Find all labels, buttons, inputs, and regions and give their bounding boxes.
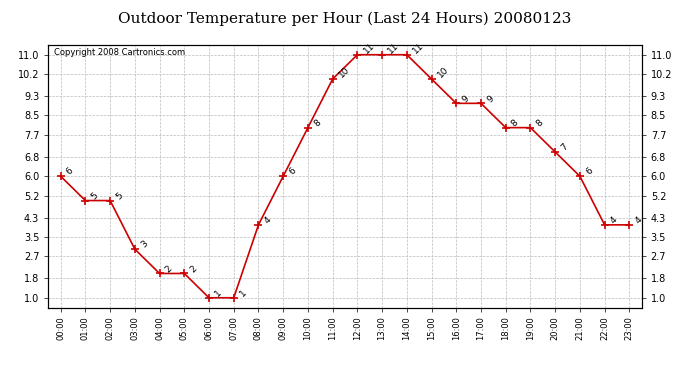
Text: 6: 6 [287, 166, 298, 177]
Text: 5: 5 [115, 191, 125, 201]
Text: 8: 8 [535, 118, 545, 128]
Text: 4: 4 [609, 215, 619, 225]
Text: 8: 8 [510, 118, 520, 128]
Text: Outdoor Temperature per Hour (Last 24 Hours) 20080123: Outdoor Temperature per Hour (Last 24 Ho… [118, 11, 572, 26]
Text: 7: 7 [560, 142, 570, 153]
Text: 9: 9 [485, 93, 495, 104]
Text: 3: 3 [139, 239, 150, 250]
Text: 1: 1 [238, 288, 248, 298]
Text: 10: 10 [337, 65, 351, 80]
Text: 11: 11 [411, 41, 426, 56]
Text: 2: 2 [164, 264, 174, 274]
Text: 9: 9 [460, 93, 471, 104]
Text: 11: 11 [362, 41, 376, 56]
Text: 4: 4 [263, 215, 273, 225]
Text: 1: 1 [213, 288, 224, 298]
Text: 8: 8 [312, 118, 322, 128]
Text: 10: 10 [435, 65, 450, 80]
Text: 6: 6 [65, 166, 75, 177]
Text: 11: 11 [386, 41, 401, 56]
Text: 5: 5 [90, 191, 100, 201]
Text: 4: 4 [633, 215, 644, 225]
Text: Copyright 2008 Cartronics.com: Copyright 2008 Cartronics.com [55, 48, 186, 57]
Text: 6: 6 [584, 166, 595, 177]
Text: 2: 2 [188, 264, 199, 274]
